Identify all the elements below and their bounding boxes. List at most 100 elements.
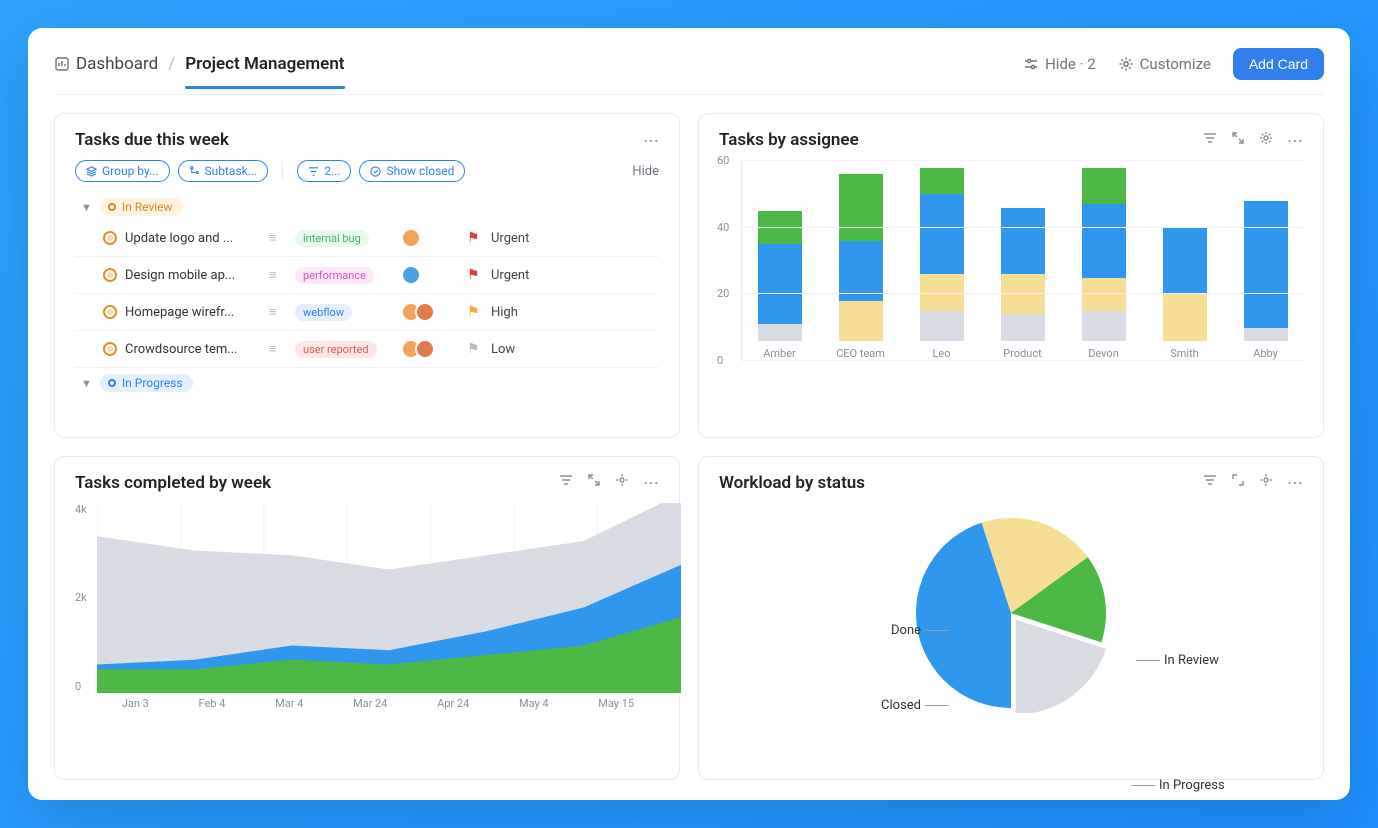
- task-name: Crowdsource tem...: [103, 342, 263, 357]
- task-assignees[interactable]: [401, 339, 461, 359]
- doc-icon[interactable]: ≡: [269, 230, 289, 246]
- expand-icon[interactable]: [1231, 131, 1245, 145]
- pie-chart: [911, 513, 1111, 713]
- check-circle-icon: [370, 166, 381, 177]
- subtask-pill[interactable]: Subtask...: [178, 160, 269, 182]
- y-tick-label: 0: [717, 354, 723, 367]
- x-tick-label: Smith: [1170, 347, 1199, 360]
- bar-segment: [1001, 274, 1045, 314]
- hide-filter-button[interactable]: Hide · 2: [1023, 55, 1096, 73]
- hide-filter-label: Hide · 2: [1045, 55, 1096, 73]
- dashboard-icon: [54, 56, 70, 72]
- bar-column[interactable]: Devon: [1072, 168, 1135, 360]
- bar-segment: [1244, 201, 1288, 328]
- status-label: In Review: [122, 200, 173, 214]
- grid-line: [741, 360, 1303, 361]
- card-title: Workload by status: [719, 473, 865, 493]
- leader-line: [925, 705, 949, 706]
- bar-column[interactable]: Amber: [748, 211, 811, 360]
- gear-icon[interactable]: [1259, 473, 1273, 487]
- task-name: Update logo and ...: [103, 231, 263, 246]
- task-status-icon[interactable]: [103, 231, 117, 245]
- x-tick-label: CEO team: [836, 347, 885, 360]
- breadcrumb-root[interactable]: Dashboard: [54, 54, 158, 74]
- card-title: Tasks by assignee: [719, 130, 859, 150]
- filter-icon[interactable]: [559, 473, 573, 487]
- task-group-header[interactable]: ▼ In Review: [81, 198, 659, 216]
- filter-icon[interactable]: [1203, 473, 1217, 487]
- group-by-pill[interactable]: Group by...: [75, 160, 170, 182]
- flag-icon[interactable]: ⚑: [467, 230, 485, 246]
- task-status-icon[interactable]: [103, 342, 117, 356]
- doc-icon[interactable]: ≡: [269, 304, 289, 320]
- show-closed-pill[interactable]: Show closed: [359, 160, 465, 182]
- leader-line: [1131, 785, 1155, 786]
- grid-line: [741, 227, 1303, 228]
- task-tag: user reported: [295, 341, 377, 358]
- subtask-label: Subtask...: [205, 164, 258, 178]
- bar-chart: 6040200 AmberCEO teamLeoProductDevonSmit…: [719, 160, 1303, 421]
- more-icon[interactable]: ⋯: [1287, 473, 1303, 492]
- card-title: Tasks due this week: [75, 130, 229, 150]
- bar-column[interactable]: Product: [991, 208, 1054, 360]
- task-assignees[interactable]: [401, 302, 461, 322]
- task-assignees[interactable]: [401, 228, 461, 248]
- task-row[interactable]: Crowdsource tem... ≡ user reported ⚑ Low: [75, 331, 659, 368]
- task-groups: ▼ In Review Update logo and ... ≡ intern…: [75, 192, 659, 396]
- flag-icon[interactable]: ⚑: [467, 304, 485, 320]
- customize-button[interactable]: Customize: [1118, 55, 1211, 73]
- more-icon[interactable]: ⋯: [643, 131, 659, 150]
- task-row[interactable]: Homepage wirefr... ≡ webflow ⚑ High: [75, 294, 659, 331]
- group-by-label: Group by...: [102, 164, 159, 178]
- flag-icon[interactable]: ⚑: [467, 341, 485, 357]
- filter-count-pill[interactable]: 2...: [297, 160, 351, 182]
- bar-column[interactable]: Leo: [910, 168, 973, 360]
- doc-icon[interactable]: ≡: [269, 341, 289, 357]
- x-tick-label: Mar 4: [275, 697, 303, 710]
- bar-segment: [839, 301, 883, 341]
- gear-icon[interactable]: [615, 473, 629, 487]
- task-row[interactable]: Design mobile ap... ≡ performance ⚑ Urge…: [75, 257, 659, 294]
- caret-down-icon: ▼: [81, 201, 92, 214]
- doc-icon[interactable]: ≡: [269, 267, 289, 283]
- leader-line: [925, 630, 949, 631]
- bar-segment: [1082, 278, 1126, 311]
- expand-icon[interactable]: [1231, 473, 1245, 487]
- task-assignees[interactable]: [401, 265, 461, 285]
- caret-down-icon: ▼: [81, 377, 92, 390]
- more-icon[interactable]: ⋯: [1287, 131, 1303, 150]
- subtask-icon: [189, 166, 200, 177]
- bar-column[interactable]: Abby: [1234, 201, 1297, 360]
- header-actions: Hide · 2 Customize Add Card: [1023, 48, 1324, 80]
- x-tick-label: Mar 24: [353, 697, 387, 710]
- add-card-button[interactable]: Add Card: [1233, 48, 1324, 80]
- card-tasks-by-assignee: Tasks by assignee ⋯ 6040200 AmberCEO tea…: [698, 113, 1324, 438]
- area-chart: [97, 503, 681, 693]
- customize-label: Customize: [1140, 55, 1211, 73]
- breadcrumb-current[interactable]: Project Management: [185, 54, 344, 88]
- status-label: In Progress: [122, 376, 183, 390]
- task-priority: High: [491, 305, 571, 320]
- filter-icon[interactable]: [1203, 131, 1217, 145]
- flag-icon[interactable]: ⚑: [467, 267, 485, 283]
- bar-column[interactable]: CEO team: [829, 174, 892, 360]
- hide-link[interactable]: Hide: [632, 164, 659, 179]
- y-tick-label: 0: [75, 680, 87, 693]
- bar-segment: [1082, 168, 1126, 205]
- x-tick-label: Abby: [1253, 347, 1278, 360]
- filter-count-label: 2...: [324, 164, 340, 178]
- expand-icon[interactable]: [587, 473, 601, 487]
- gear-icon[interactable]: [1259, 131, 1273, 145]
- task-status-icon[interactable]: [103, 305, 117, 319]
- area-x-axis: Jan 3Feb 4Mar 4Mar 24Apr 24May 4May 15: [97, 697, 659, 710]
- bar-segment: [1001, 208, 1045, 275]
- dashboard-window: Dashboard / Project Management Hide · 2 …: [28, 28, 1350, 800]
- task-status-icon[interactable]: [103, 268, 117, 282]
- bar-segment: [758, 324, 802, 341]
- task-tag: webflow: [295, 304, 352, 321]
- more-icon[interactable]: ⋯: [643, 473, 659, 492]
- card-tasks-completed: Tasks completed by week ⋯ 4k2k0 Jan 3Feb…: [54, 456, 680, 781]
- breadcrumb-separator: /: [168, 54, 175, 74]
- task-row[interactable]: Update logo and ... ≡ internal bug ⚑ Urg…: [75, 220, 659, 257]
- task-group-header[interactable]: ▼ In Progress: [81, 374, 659, 392]
